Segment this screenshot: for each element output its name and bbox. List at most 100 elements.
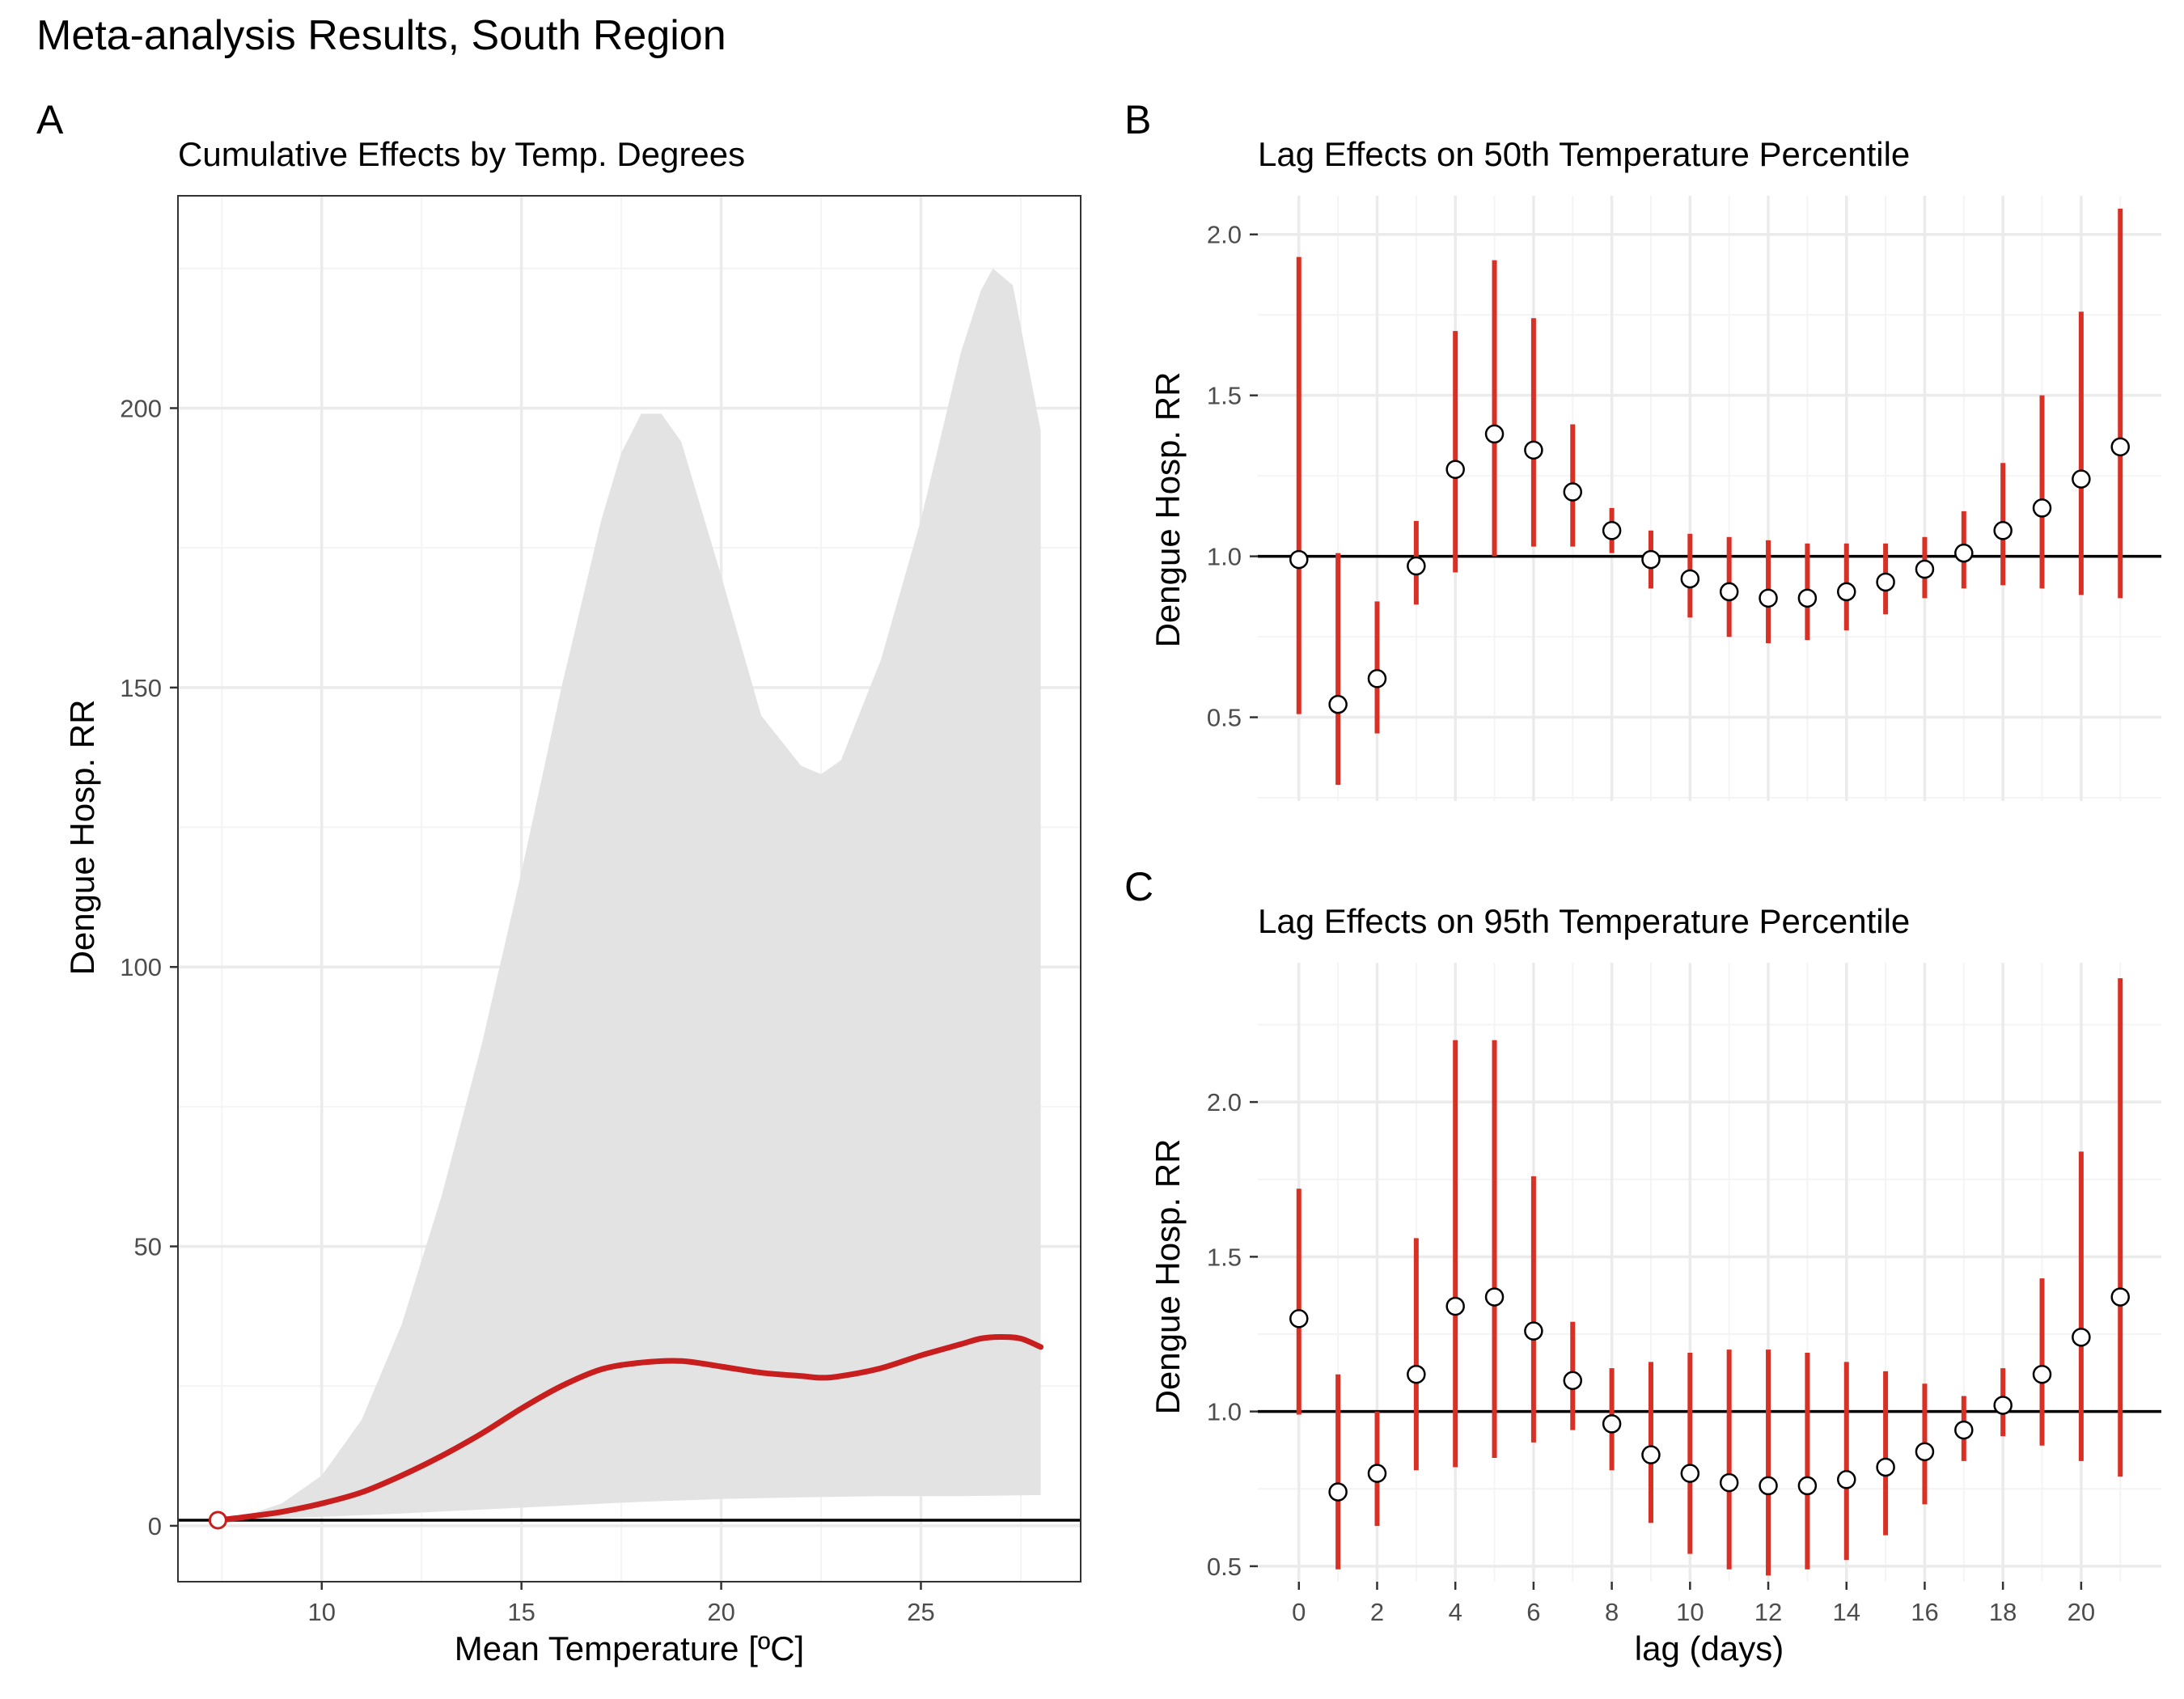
panel-c-point <box>1484 1287 1505 1307</box>
panel-a-x-axis-title: Mean Temperature [ºC] <box>455 1629 804 1667</box>
panel-b-point <box>1563 482 1583 502</box>
panel-b-y-tick-label: 1.0 <box>1207 543 1242 571</box>
panel-b-point <box>2072 469 2091 489</box>
panel-c-point <box>1367 1464 1387 1483</box>
panel-c-x-tick-label: 4 <box>1449 1598 1462 1626</box>
panel-b: B Lag Effects on 50th Temperature Percen… <box>1124 97 2161 801</box>
panel-b-point <box>1484 424 1505 444</box>
panel-c-point <box>1954 1420 1974 1440</box>
panel-b-title: Lag Effects on 50th Temperature Percenti… <box>1258 135 1910 173</box>
panel-a-plot-area <box>177 195 1081 1582</box>
panel-c-y-axis-title: Dengue Hosp. RR <box>1149 1139 1187 1415</box>
panel-c-x-tick-label: 20 <box>2068 1598 2095 1626</box>
panel-b-point <box>1797 588 1818 608</box>
panel-b-point <box>1954 543 1974 563</box>
panel-b-plot-area <box>1258 208 2161 786</box>
panel-a-y-tick-label: 200 <box>120 394 162 422</box>
panel-c-x-axis-title: lag (days) <box>1635 1629 1784 1667</box>
panel-a-x-tick-label: 20 <box>707 1598 734 1626</box>
panel-b-point <box>1289 549 1309 570</box>
panel-a-estimate-line <box>214 1334 1044 1523</box>
panel-c-point <box>1602 1414 1622 1434</box>
panel-b-point <box>1915 559 1935 579</box>
panel-c-point <box>2032 1364 2052 1384</box>
panel-c-point <box>1797 1476 1818 1496</box>
panel-c-point <box>1445 1296 1465 1316</box>
panel-b-point <box>1641 549 1661 570</box>
panel-c-point <box>2072 1328 2091 1347</box>
panel-a-x-tick-label: 15 <box>507 1598 535 1626</box>
panel-a-x-tick-label: 25 <box>907 1598 934 1626</box>
panel-a-reference-point <box>208 1510 227 1530</box>
figure-title: Meta-analysis Results, South Region <box>36 12 726 59</box>
panel-c-x-tick-label: 14 <box>1833 1598 1860 1626</box>
panel-a-x-tick-label: 10 <box>308 1598 336 1626</box>
panel-b-y-tick-label: 1.5 <box>1207 382 1242 410</box>
panel-c-x-tick-label: 8 <box>1605 1598 1619 1626</box>
panel-c-y-tick-label: 2.0 <box>1207 1088 1242 1116</box>
panel-a-title: Cumulative Effects by Temp. Degrees <box>178 135 745 173</box>
panel-c-point <box>1524 1321 1543 1341</box>
panel-b-point <box>2032 498 2052 518</box>
panel-b-point <box>1328 694 1348 714</box>
panel-c-point <box>2110 1287 2130 1307</box>
panel-b-point <box>1719 582 1739 602</box>
panel-b-point <box>2110 437 2130 457</box>
panel-b-point <box>1524 440 1543 460</box>
panel-a-y-tick-label: 0 <box>148 1512 162 1540</box>
panel-b-point <box>1602 521 1622 540</box>
panel-c-y-tick-label: 0.5 <box>1207 1553 1242 1581</box>
panel-a-confidence-band <box>218 268 1041 1520</box>
panel-c-x-tick-label: 6 <box>1526 1598 1540 1626</box>
panel-c-x-tick-label: 10 <box>1676 1598 1704 1626</box>
panel-c-point <box>1289 1309 1309 1328</box>
panel-a-tag: A <box>36 97 64 142</box>
panel-b-y-axis-title: Dengue Hosp. RR <box>1149 372 1187 648</box>
panel-a: A Cumulative Effects by Temp. Degrees 0 5… <box>36 97 1081 1667</box>
panel-c-y-axis: 0.5 1.0 1.5 2.0 <box>1207 1088 1258 1581</box>
panel-c-point <box>1680 1464 1700 1483</box>
panel-c-x-tick-label: 12 <box>1754 1598 1782 1626</box>
panel-b-point <box>1680 569 1700 589</box>
panel-b-tag: B <box>1124 97 1151 142</box>
panel-c-plot-area <box>1258 978 2161 1576</box>
panel-a-y-tick-label: 150 <box>120 674 162 702</box>
panel-c-point <box>1876 1457 1895 1477</box>
panel-c-point <box>1759 1476 1778 1496</box>
panel-c-tag: C <box>1124 864 1153 909</box>
panel-b-y-axis: 0.5 1.0 1.5 2.0 <box>1207 221 1258 732</box>
panel-c-x-tick-label: 16 <box>1911 1598 1938 1626</box>
panel-c-y-tick-label: 1.5 <box>1207 1243 1242 1271</box>
panel-b-point <box>1407 556 1426 576</box>
panel-c-point <box>1836 1470 1856 1489</box>
panel-b-point <box>1993 521 2013 540</box>
panel-a-x-axis: 10 15 20 25 <box>308 1582 935 1626</box>
panel-c-title: Lag Effects on 95th Temperature Percenti… <box>1258 902 1910 940</box>
panel-b-y-tick-label: 2.0 <box>1207 221 1242 249</box>
panel-a-y-axis-title: Dengue Hosp. RR <box>63 700 101 976</box>
panel-c-x-axis: 0 2 4 6 8 10 12 14 16 18 20 <box>1292 1582 2095 1626</box>
panel-c-point <box>1641 1445 1661 1464</box>
panel-c-point <box>1328 1482 1348 1502</box>
panel-c-x-tick-label: 2 <box>1370 1598 1384 1626</box>
panel-a-frame <box>177 195 1081 1582</box>
panel-c-point <box>1563 1371 1583 1391</box>
panel-a-y-tick-label: 50 <box>134 1233 162 1261</box>
panel-c-y-tick-label: 1.0 <box>1207 1398 1242 1426</box>
panel-b-point <box>1367 669 1387 688</box>
panel-b-point <box>1836 582 1856 602</box>
panel-c-point <box>1407 1364 1426 1384</box>
panel-b-point <box>1876 572 1895 592</box>
panel-c: C Lag Effects on 95th Temperature Percen… <box>1124 864 2161 1667</box>
panel-c-x-tick-label: 18 <box>1989 1598 2017 1626</box>
panel-c-point <box>1719 1472 1739 1493</box>
panel-a-y-tick-label: 100 <box>120 953 162 981</box>
panel-a-y-axis: 0 50 100 150 200 <box>120 394 178 1540</box>
panel-c-x-tick-label: 0 <box>1292 1598 1306 1626</box>
panel-c-point <box>1915 1442 1935 1462</box>
panel-b-y-tick-label: 0.5 <box>1207 704 1242 732</box>
panel-b-point <box>1445 460 1465 479</box>
panel-c-point <box>1993 1396 2013 1415</box>
panel-b-point <box>1759 588 1778 608</box>
